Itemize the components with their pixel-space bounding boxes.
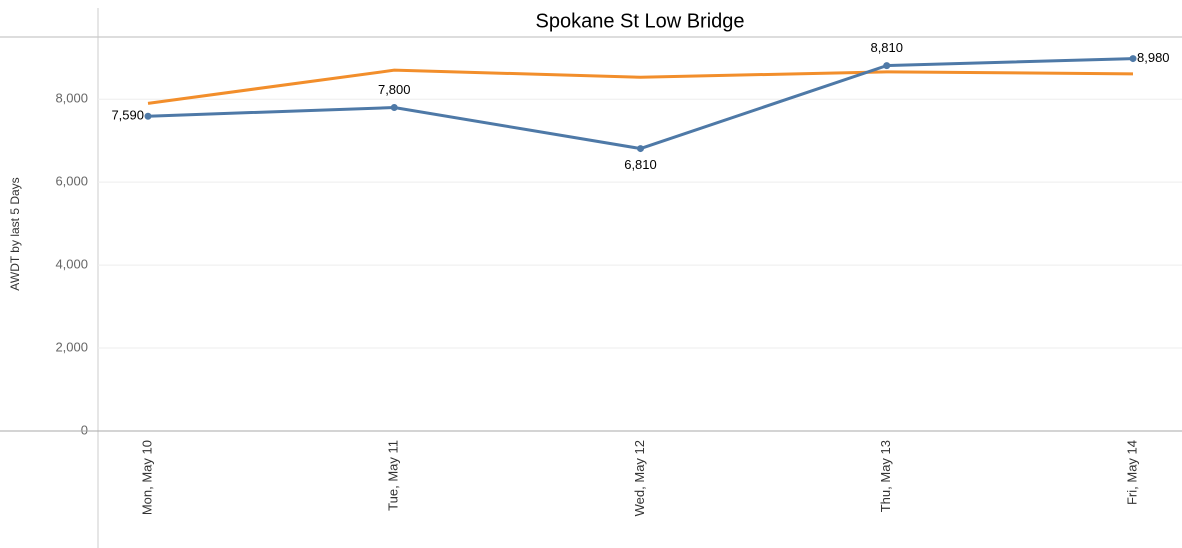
y-tick-label: 0 [81,422,88,437]
x-tick-label: Thu, May 13 [878,440,893,512]
x-tick-label: Fri, May 14 [1124,440,1139,505]
x-tick-label: Wed, May 12 [632,440,647,516]
series-line [147,68,1134,105]
data-label: 7,800 [378,82,411,97]
x-tick-label: Tue, May 11 [386,440,401,511]
y-tick-label: 6,000 [55,174,88,189]
x-tick-label: Mon, May 10 [139,440,154,515]
y-tick-label: 4,000 [55,257,88,272]
y-axis-label: AWDT by last 5 Days [8,177,22,290]
y-tick-label: 2,000 [55,339,88,354]
point [390,104,398,112]
data-label: 8,980 [1137,50,1170,65]
data-label: 7,590 [111,108,144,123]
data-label: 8,810 [870,40,903,55]
data-label: 6,810 [624,157,657,172]
y-tick-label: 8,000 [55,91,88,106]
point [883,62,891,70]
chart-title: Spokane St Low Bridge [535,10,744,32]
point [637,145,644,153]
point [1129,55,1137,63]
point [144,112,152,120]
